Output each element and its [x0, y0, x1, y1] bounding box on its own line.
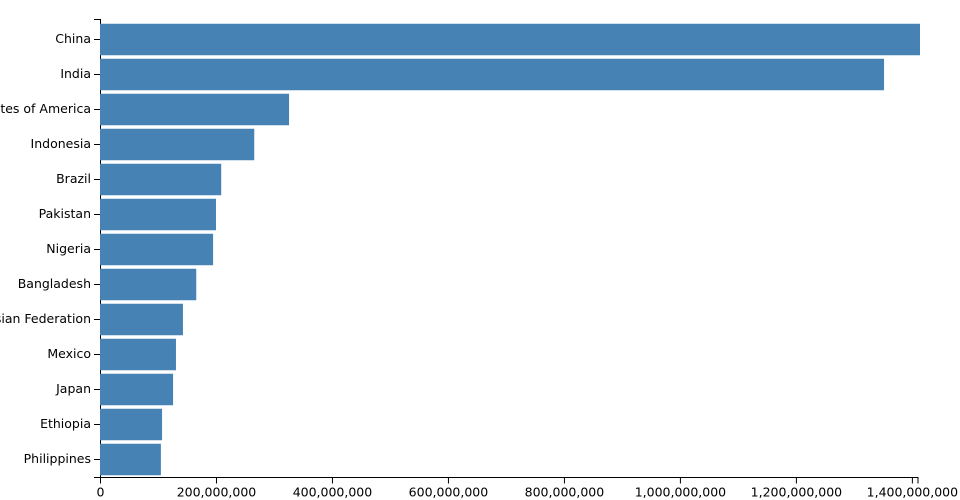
y-tick-label: Philippines	[24, 451, 91, 466]
x-tick-label: 0	[97, 485, 105, 500]
y-tick-label: Mexico	[47, 346, 91, 361]
bar	[100, 93, 290, 126]
y-tick-label: China	[55, 31, 91, 46]
bar	[100, 268, 197, 301]
bar	[100, 233, 214, 266]
x-tick-label: 400,000,000	[293, 485, 373, 500]
y-tick-label: India	[60, 66, 91, 81]
y-tick-label: Russian Federation	[0, 311, 91, 326]
bar	[100, 338, 176, 371]
bar	[100, 408, 163, 441]
bar	[100, 128, 255, 161]
y-tick-label: Brazil	[56, 171, 91, 186]
y-axis	[94, 19, 101, 478]
bar	[100, 198, 216, 231]
bar	[100, 373, 174, 406]
y-tick-label: Pakistan	[39, 206, 91, 221]
y-tick-label: Ethiopia	[40, 416, 91, 431]
y-tick-label: Bangladesh	[18, 276, 91, 291]
x-tick-label: 1,000,000,000	[635, 485, 726, 500]
bar	[100, 163, 222, 196]
y-tick-label: Japan	[55, 381, 91, 396]
y-tick-label: United States of America	[0, 101, 91, 116]
bar	[100, 58, 885, 91]
x-tick-label: 800,000,000	[525, 485, 605, 500]
x-tick-label: 1,200,000,000	[751, 485, 842, 500]
y-tick-label: Nigeria	[46, 241, 91, 256]
bar	[100, 303, 183, 336]
y-tick-label: Indonesia	[31, 136, 91, 151]
x-tick-label: 200,000,000	[177, 485, 257, 500]
bar	[100, 23, 920, 56]
x-tick-label: 600,000,000	[409, 485, 489, 500]
x-axis	[100, 477, 919, 484]
x-tick-label: 1,400,000,000	[867, 485, 958, 500]
bar	[100, 443, 161, 476]
